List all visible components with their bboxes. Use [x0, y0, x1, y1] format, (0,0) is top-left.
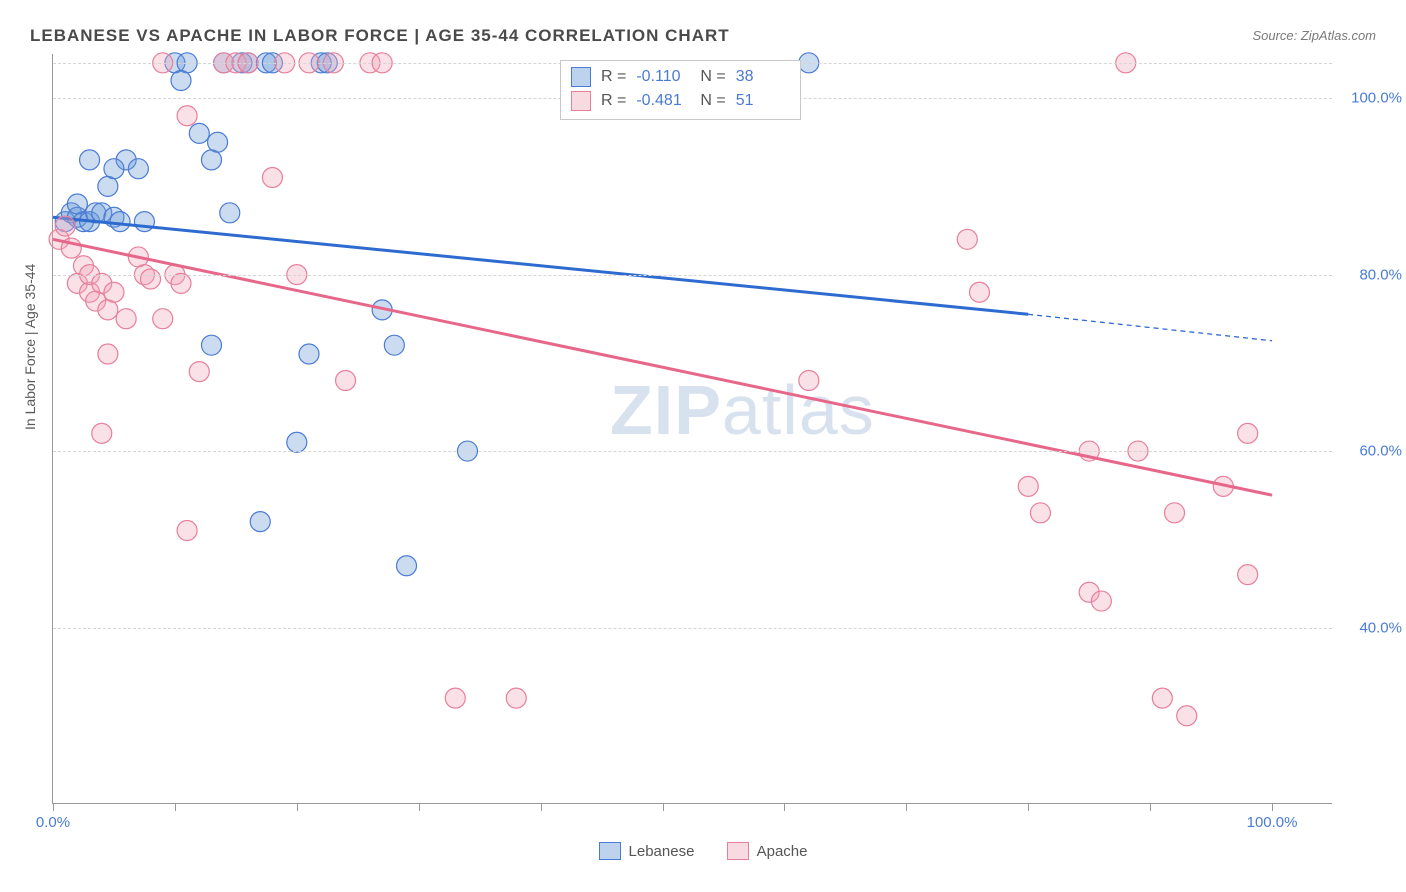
swatch-blue-icon [571, 67, 591, 87]
data-point [250, 512, 270, 532]
data-point [287, 432, 307, 452]
legend-stats: R = -0.110 N = 38 R = -0.481 N = 51 [560, 60, 801, 120]
data-point [1177, 706, 1197, 726]
data-point [506, 688, 526, 708]
data-point [220, 203, 240, 223]
x-tick [297, 803, 298, 811]
n-value: 38 [736, 68, 790, 86]
plot-svg [53, 54, 1332, 803]
plot-area: 40.0%60.0%80.0%100.0%0.0%100.0% [52, 54, 1332, 804]
data-point [98, 344, 118, 364]
x-tick [1272, 803, 1273, 811]
data-point [1152, 688, 1172, 708]
data-point [177, 520, 197, 540]
x-tick-label: 0.0% [36, 814, 70, 831]
legend-stats-row: R = -0.481 N = 51 [571, 89, 790, 113]
data-point [171, 273, 191, 293]
x-tick-label: 100.0% [1247, 814, 1298, 831]
x-tick [906, 803, 907, 811]
data-point [98, 300, 118, 320]
data-point [141, 269, 161, 289]
r-label: R = [601, 68, 626, 86]
r-label: R = [601, 92, 626, 110]
y-tick-label: 80.0% [1359, 266, 1402, 283]
data-point [1018, 476, 1038, 496]
data-point [957, 229, 977, 249]
legend-label: Lebanese [629, 843, 695, 860]
data-point [1165, 503, 1185, 523]
x-tick [175, 803, 176, 811]
data-point [201, 335, 221, 355]
data-point [1030, 503, 1050, 523]
data-point [55, 216, 75, 236]
legend-series: Lebanese Apache [0, 842, 1406, 864]
x-tick [541, 803, 542, 811]
data-point [262, 168, 282, 188]
n-label: N = [700, 68, 725, 86]
data-point [98, 176, 118, 196]
data-point [116, 309, 136, 329]
data-point [171, 70, 191, 90]
data-point [1091, 591, 1111, 611]
legend-item: Apache [727, 842, 808, 860]
data-point [336, 370, 356, 390]
chart-title: LEBANESE VS APACHE IN LABOR FORCE | AGE … [30, 26, 730, 46]
data-point [153, 309, 173, 329]
data-point [799, 370, 819, 390]
y-tick-label: 40.0% [1359, 619, 1402, 636]
data-point [104, 159, 124, 179]
x-tick [419, 803, 420, 811]
legend-stats-row: R = -0.110 N = 38 [571, 65, 790, 89]
x-tick [1150, 803, 1151, 811]
data-point [128, 159, 148, 179]
gridline [53, 275, 1332, 276]
data-point [299, 344, 319, 364]
x-tick [784, 803, 785, 811]
gridline [53, 628, 1332, 629]
data-point [80, 150, 100, 170]
data-point [1238, 423, 1258, 443]
x-tick [663, 803, 664, 811]
data-point [208, 132, 228, 152]
source-label: Source: ZipAtlas.com [1252, 28, 1376, 43]
legend-label: Apache [757, 843, 808, 860]
n-value: 51 [736, 92, 790, 110]
swatch-blue-icon [599, 842, 621, 860]
data-point [201, 150, 221, 170]
swatch-pink-icon [727, 842, 749, 860]
data-point [134, 212, 154, 232]
data-point [189, 362, 209, 382]
n-label: N = [700, 92, 725, 110]
data-point [67, 194, 87, 214]
swatch-pink-icon [571, 91, 591, 111]
data-point [445, 688, 465, 708]
y-tick-label: 60.0% [1359, 443, 1402, 460]
y-tick-label: 100.0% [1351, 90, 1402, 107]
data-point [110, 212, 130, 232]
data-point [1238, 565, 1258, 585]
r-value: -0.110 [636, 68, 690, 86]
data-point [969, 282, 989, 302]
data-point [189, 123, 209, 143]
data-point [384, 335, 404, 355]
trend-line-extrapolated [1028, 314, 1272, 340]
data-point [397, 556, 417, 576]
x-tick [1028, 803, 1029, 811]
gridline [53, 451, 1332, 452]
data-point [92, 423, 112, 443]
x-tick [53, 803, 54, 811]
trend-line [53, 217, 1028, 314]
r-value: -0.481 [636, 92, 690, 110]
data-point [177, 106, 197, 126]
y-axis-label: In Labor Force | Age 35-44 [22, 264, 38, 430]
data-point [104, 282, 124, 302]
legend-item: Lebanese [599, 842, 695, 860]
